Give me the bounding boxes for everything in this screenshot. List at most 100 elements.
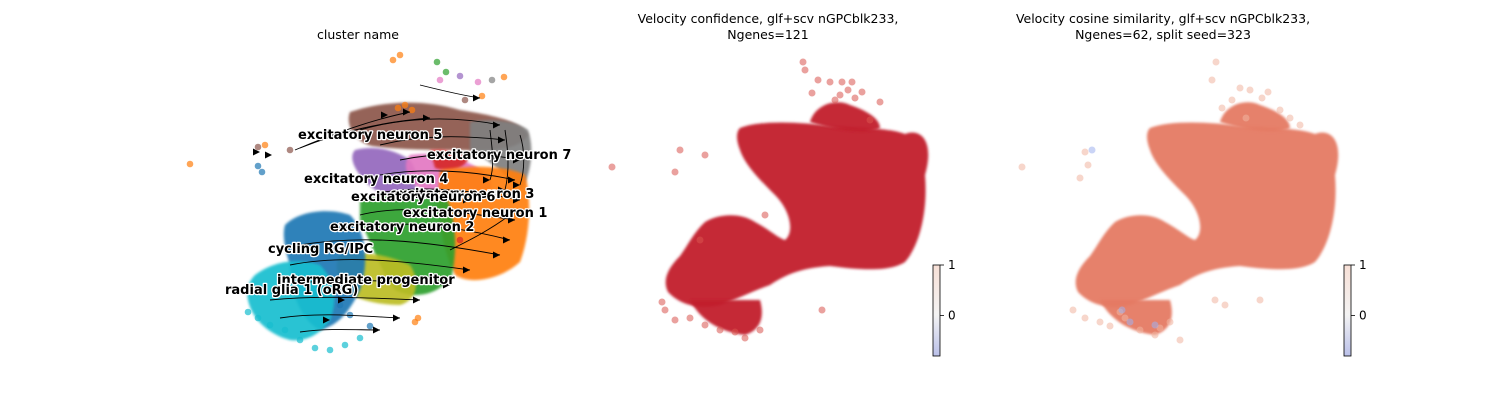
scatter-point: [844, 86, 852, 94]
similarity-point-cloud: [1075, 102, 1339, 335]
cloud-region: [690, 300, 762, 335]
streamline-arrow: [513, 181, 520, 189]
streamline-arrow: [403, 108, 410, 116]
scatter-point: [1242, 114, 1250, 122]
streamline-arrow: [338, 296, 345, 304]
scatter-point: [1151, 321, 1159, 329]
streamline-arrow: [373, 326, 380, 334]
scatter-point: [658, 298, 666, 306]
streamline: [379, 136, 506, 146]
cluster-label: excitatory neuron 7: [427, 148, 571, 163]
scatter-point: [1088, 146, 1096, 154]
scatter-point: [1118, 306, 1126, 314]
streamline: [419, 84, 481, 99]
scatter-point: [814, 76, 822, 84]
scatter-point: [411, 318, 419, 326]
scatter-point: [258, 168, 266, 176]
scatter-point: [281, 326, 289, 334]
scatter-point: [433, 58, 441, 66]
scatter-point: [701, 321, 709, 329]
scatter-point: [686, 314, 694, 322]
colorbar-tick-label: 1: [1359, 258, 1367, 272]
scatter-point: [408, 106, 416, 114]
streamline-arrow: [483, 176, 490, 184]
scatter-point: [1081, 148, 1089, 156]
scatter-point: [500, 73, 508, 81]
scatter-point: [1258, 94, 1266, 102]
streamline: [449, 214, 511, 251]
streamline-arrow: [323, 316, 330, 324]
confidence-outlier-points: [608, 58, 884, 342]
scatter-point: [826, 78, 834, 86]
scatter-point: [756, 326, 764, 334]
scatter-point: [1296, 121, 1304, 129]
scatter-point: [1286, 114, 1294, 122]
colorbar-tick-label: 0: [1359, 309, 1367, 323]
streamline-arrow: [513, 156, 520, 164]
streamline-arrow: [513, 196, 520, 204]
streamline: [379, 170, 516, 181]
cluster-label: cycling RG/IPC: [268, 242, 373, 257]
scatter-point: [1221, 301, 1229, 309]
scatter-point: [1176, 336, 1184, 344]
streamline: [519, 134, 525, 186]
cluster-region: [438, 166, 530, 281]
cluster-label: excitatory neuron 1: [403, 206, 547, 221]
streamline: [399, 153, 521, 161]
scatter-point: [1212, 58, 1220, 66]
scatter-point: [608, 163, 616, 171]
streamline: [269, 296, 421, 301]
confidence-point-cloud: [665, 102, 929, 335]
scatter-point: [876, 98, 884, 106]
streamline-arrow: [473, 94, 480, 102]
streamline-arrow: [265, 151, 272, 159]
scatter-point: [1018, 163, 1026, 171]
scatter-point: [254, 162, 262, 170]
cloud-region: [1075, 122, 1339, 307]
scatter-point: [1081, 314, 1089, 322]
colorbar-bar: [1343, 264, 1352, 357]
scatter-point: [336, 301, 344, 309]
scatter-point: [676, 146, 684, 154]
cluster-scatter-panel: excitatory neuron 5 excitatory neuron 7 ex…: [186, 51, 573, 354]
cloud-region: [810, 102, 880, 132]
cluster-label: intermediate progenitor: [277, 273, 455, 288]
panel-3-title: Velocity cosine similarity, glf+scv nGPC…: [1016, 11, 1310, 26]
scatter-point: [286, 146, 294, 154]
scatter-point: [1084, 161, 1092, 169]
scatter-point: [1166, 318, 1174, 326]
cluster-label: excitatory neuron 2: [330, 220, 474, 235]
streamline-arrow: [493, 251, 500, 259]
scatter-point: [461, 96, 469, 104]
streamline-arrow: [463, 266, 470, 274]
streamline: [299, 239, 501, 256]
confidence-colorbar: 10: [932, 258, 956, 357]
streamline-arrow: [498, 136, 505, 144]
scatter-point: [866, 116, 874, 124]
scatter-point: [389, 56, 397, 64]
streamline-arrow: [413, 296, 420, 304]
panel-2-title: Velocity confidence, glf+scv nGPCblk233,: [638, 11, 899, 26]
cluster-label: excitatory neuron 4: [304, 172, 448, 187]
scatter-point: [848, 78, 856, 86]
scatter-point: [244, 308, 252, 316]
cosine-similarity-panel: 10: [1018, 58, 1367, 357]
scatter-point: [341, 341, 349, 349]
scatter-point: [1126, 318, 1134, 326]
cloud-region: [665, 122, 929, 307]
streamline-arrow: [508, 216, 515, 224]
scatter-point: [478, 92, 486, 100]
scatter-point: [326, 346, 334, 354]
scatter-point: [474, 78, 482, 86]
scatter-point: [436, 76, 444, 84]
scatter-point: [1106, 322, 1114, 330]
scatter-point: [858, 88, 866, 96]
similarity-colorbar: 10: [1343, 258, 1367, 357]
scatter-point: [838, 78, 846, 86]
streamline-arrow: [498, 186, 505, 194]
scatter-point: [1236, 84, 1244, 92]
velocity-streamlines: [253, 84, 525, 334]
scatter-point: [296, 336, 304, 344]
cluster-regions: [247, 102, 532, 341]
